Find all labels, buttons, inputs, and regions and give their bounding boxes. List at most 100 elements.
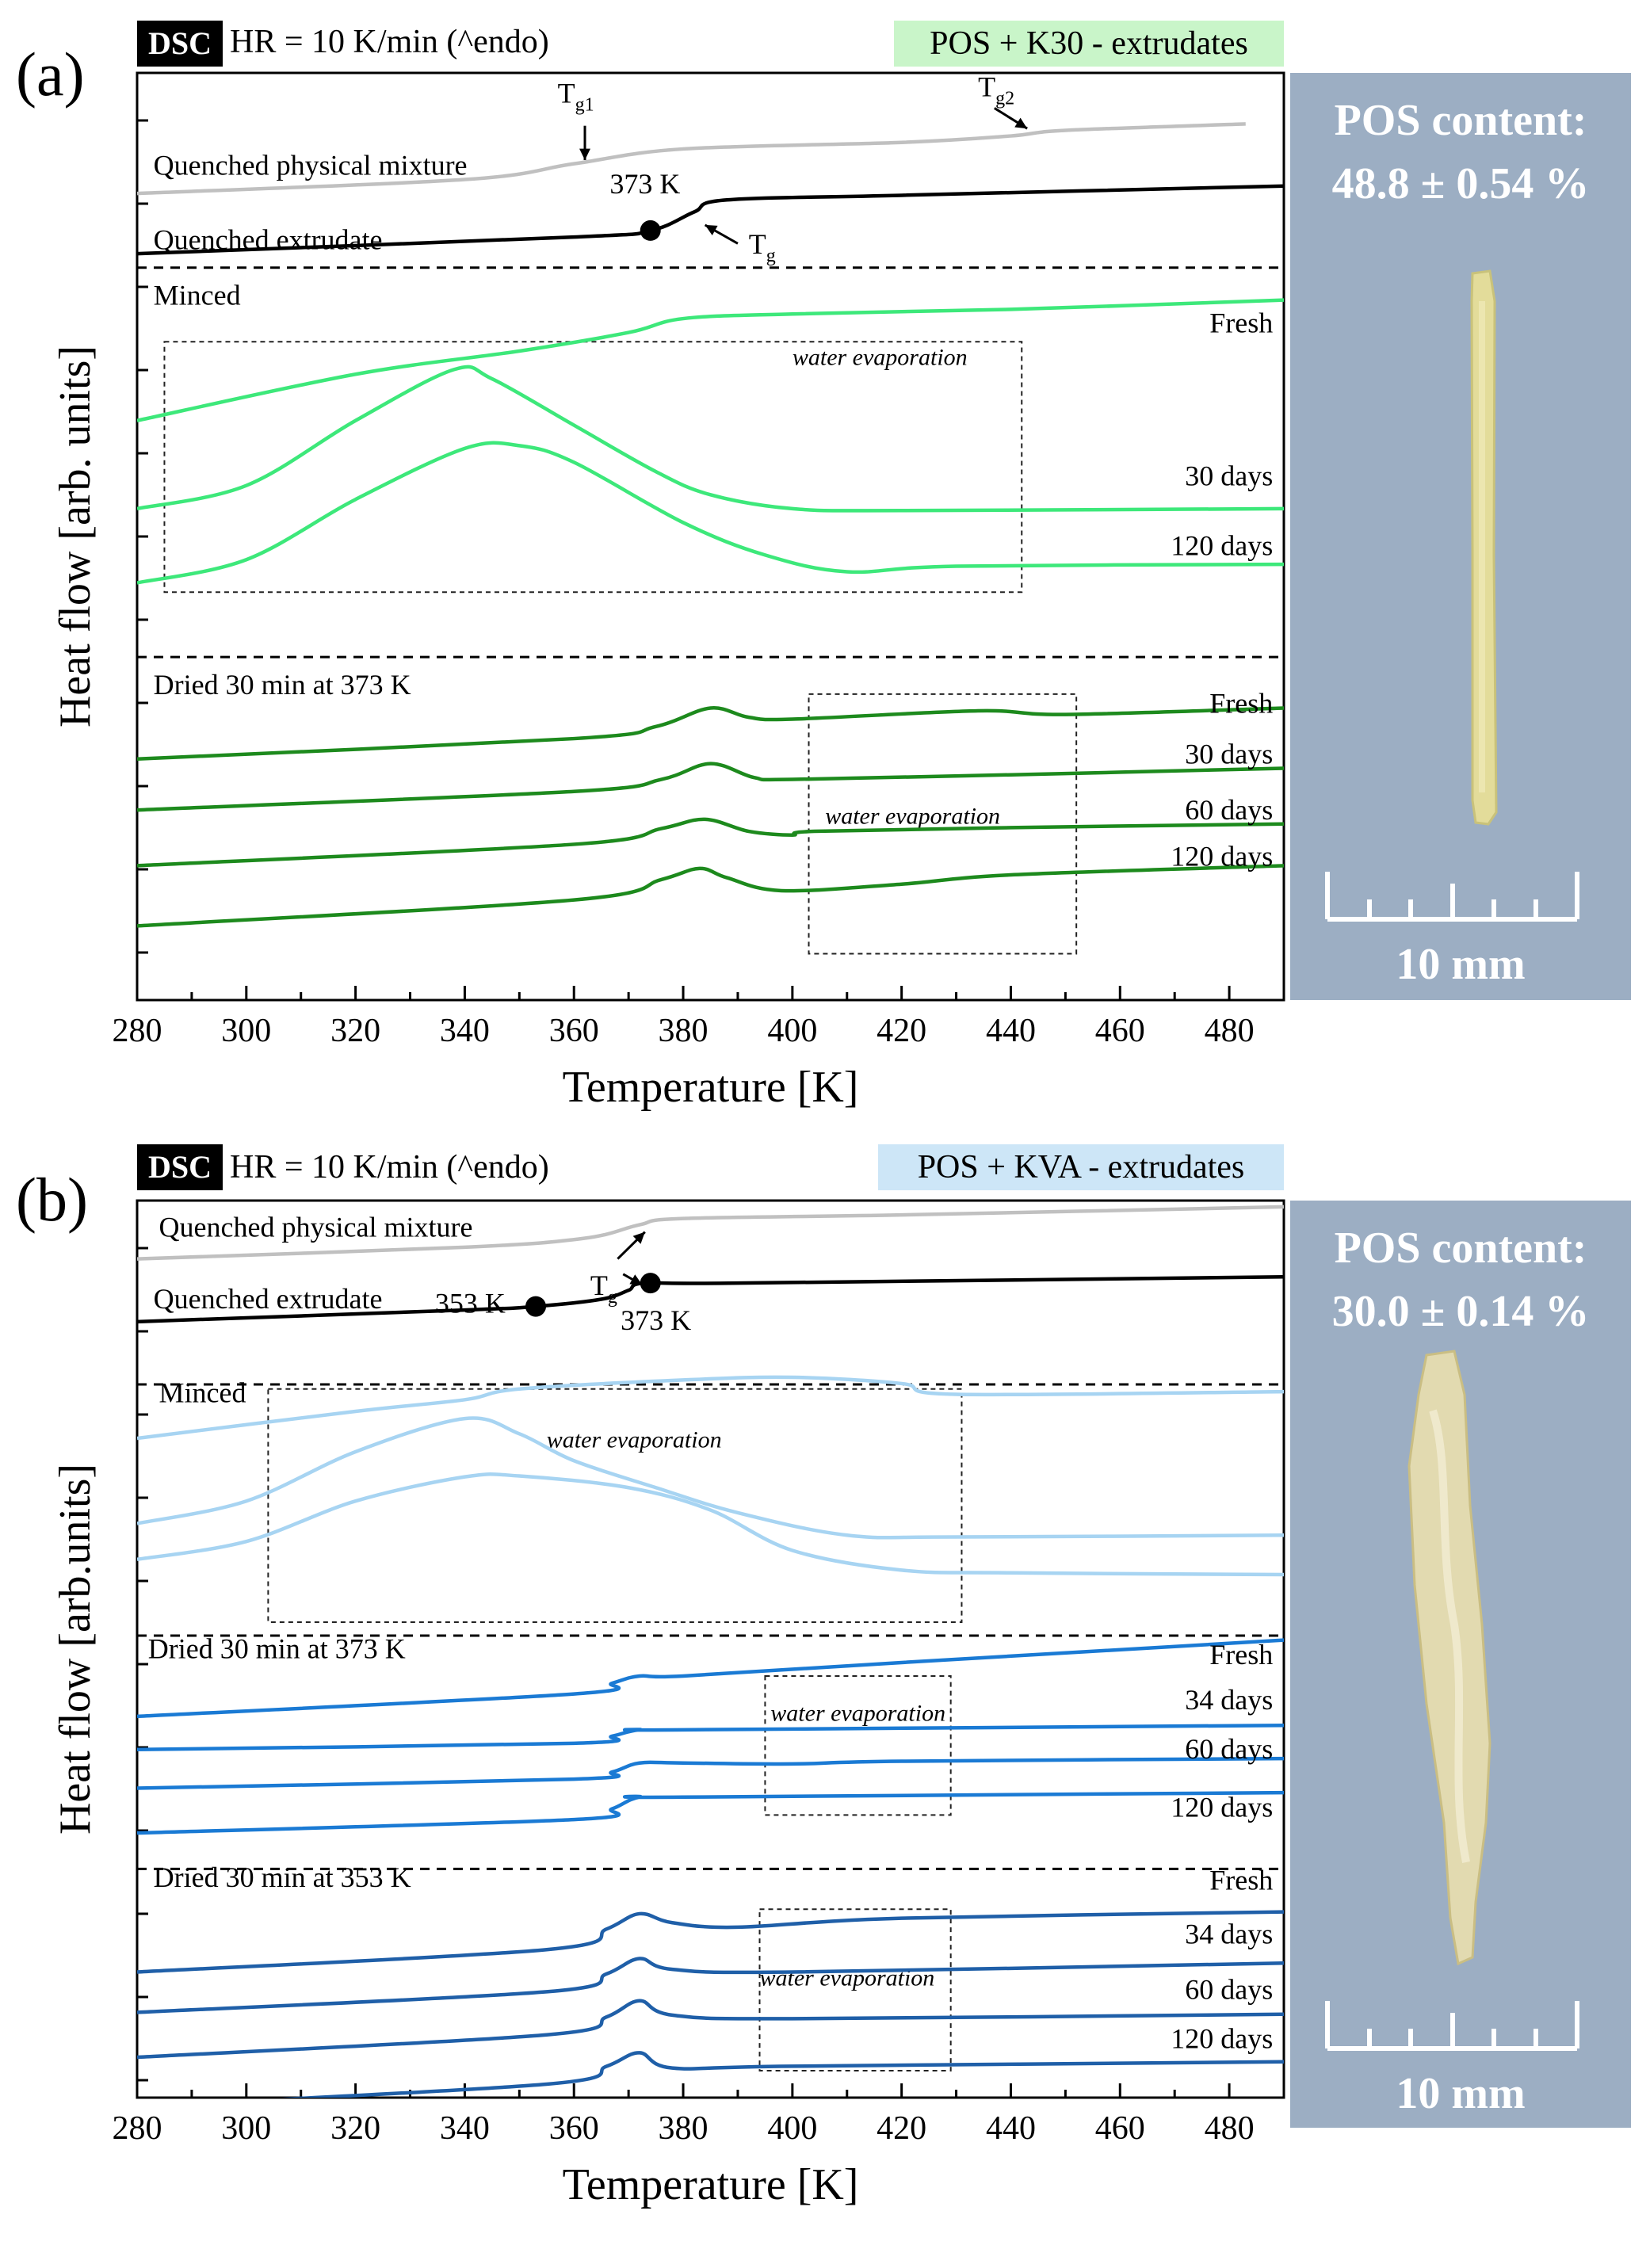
series-label: Quenched physical mixture bbox=[159, 1211, 473, 1243]
transition-marker bbox=[640, 220, 661, 241]
x-tick-label: 340 bbox=[440, 2110, 490, 2147]
group-label: Dried 30 min at 353 K bbox=[154, 1861, 411, 1893]
series-label: 120 days bbox=[1171, 2023, 1273, 2055]
group-label: Dried 30 min at 373 K bbox=[148, 1632, 406, 1664]
series-label: 30 days bbox=[1185, 739, 1273, 770]
chart-a: 280 300 320 340 360 380 400 420 440 460 480 Tempera… bbox=[51, 71, 1285, 1112]
glass-transition-label: Tg1 bbox=[558, 77, 594, 115]
series-label: 120 days bbox=[1171, 1792, 1273, 1823]
x-tick-label: 400 bbox=[767, 1013, 817, 1049]
series-label: 60 days bbox=[1185, 1973, 1273, 2005]
series-label: Quenched physical mixture bbox=[154, 150, 468, 181]
series-label: 34 days bbox=[1185, 1684, 1273, 1716]
x-tick-label: 440 bbox=[986, 2110, 1036, 2147]
series-label: 30 days bbox=[1185, 460, 1273, 492]
transition-temp-label: 353 K bbox=[435, 1288, 506, 1319]
transition-temp-label: 373 K bbox=[609, 168, 680, 200]
x-tick-label: 480 bbox=[1205, 2110, 1255, 2147]
x-tick-label: 420 bbox=[877, 2110, 926, 2147]
series-line-dried-30-min-at-373-k-120-days bbox=[137, 864, 1284, 928]
y-axis-label: Heat flow [arb. units] bbox=[51, 346, 100, 727]
series-line-dried-30-min-at-373-k-60-days bbox=[137, 1756, 1284, 1790]
x-tick-label: 280 bbox=[113, 2110, 162, 2147]
series-line-minced-120-days bbox=[137, 1472, 1284, 1577]
series-line-minced-30-days bbox=[137, 1416, 1284, 1540]
water-evaporation-box bbox=[758, 1908, 952, 2072]
arrow-head bbox=[1014, 117, 1028, 129]
series-label: 34 days bbox=[1185, 1918, 1273, 1949]
heating-rate-a: HR = 10 K/min (^endo) bbox=[230, 24, 549, 60]
system-label-a-bg bbox=[894, 21, 1284, 67]
photo-panel-a: POS content: 48.8 ± 0.54 % 10 mm bbox=[1290, 73, 1631, 1000]
water-evaporation-label: water evaporation bbox=[770, 1701, 945, 1727]
x-tick-label: 480 bbox=[1205, 1013, 1255, 1049]
system-label-a: POS + K30 - extrudates bbox=[930, 25, 1248, 62]
group-label: Dried 30 min at 373 K bbox=[154, 669, 411, 701]
arrow-head bbox=[579, 148, 590, 160]
x-tick-label: 440 bbox=[986, 1013, 1036, 1049]
pos-content-b-value: 30.0 ± 0.14 % bbox=[1332, 1287, 1590, 1336]
x-tick-label: 320 bbox=[330, 1013, 380, 1049]
heating-rate-b: HR = 10 K/min (^endo) bbox=[230, 1149, 549, 1186]
arrow-head bbox=[629, 1274, 643, 1285]
plot-frame bbox=[136, 1199, 1285, 2099]
series-line-minced-fresh bbox=[137, 1375, 1284, 1441]
curves bbox=[137, 122, 1284, 928]
series-line-dried-30-min-at-353-k-fresh bbox=[137, 1910, 1284, 1974]
series-label: Fresh bbox=[1209, 1864, 1273, 1896]
x-tick-label: 460 bbox=[1095, 2110, 1145, 2147]
series-line-dried-30-min-at-373-k-60-days bbox=[137, 817, 1284, 868]
x-axis-label: Temperature [K] bbox=[563, 2160, 859, 2209]
arrow-head bbox=[705, 224, 718, 236]
extrudate-photo-b bbox=[1407, 1350, 1491, 1966]
system-label-b: POS + KVA - extrudates bbox=[918, 1149, 1245, 1186]
scale-label-b: 10 mm bbox=[1396, 2069, 1525, 2118]
scale-label-a: 10 mm bbox=[1396, 940, 1525, 989]
pos-content-b-title: POS content: bbox=[1335, 1224, 1587, 1273]
water-evaporation-label: water evaporation bbox=[547, 1426, 722, 1453]
glass-transition-label: Tg2 bbox=[978, 71, 1014, 109]
x-tick-label: 300 bbox=[221, 1013, 271, 1049]
panel-a: (a) DSC HR = 10 K/min (^endo) POS + K30 … bbox=[16, 21, 1631, 1112]
series-label: 120 days bbox=[1171, 840, 1273, 872]
arrow-head bbox=[632, 1231, 645, 1244]
water-evaporation-box bbox=[163, 341, 1023, 594]
series-line-dried-30-min-at-373-k-120-days bbox=[137, 1790, 1284, 1835]
x-tick-label: 360 bbox=[549, 2110, 599, 2147]
photo-panel-b: POS content: 30.0 ± 0.14 % 10 mm bbox=[1290, 1201, 1631, 2128]
x-tick-label: 320 bbox=[330, 2110, 380, 2147]
x-tick-label: 460 bbox=[1095, 1013, 1145, 1049]
pos-content-a-title: POS content: bbox=[1335, 96, 1587, 145]
series-label: Quenched extrudate bbox=[154, 1283, 383, 1315]
transition-marker bbox=[525, 1296, 547, 1317]
series-line-dried-30-min-at-353-k-34-days bbox=[137, 1957, 1284, 2014]
series-line-dried-30-min-at-373-k-fresh bbox=[137, 1638, 1284, 1719]
curves bbox=[137, 1205, 1284, 2098]
x-tick-label: 340 bbox=[440, 1013, 490, 1049]
dsc-badge-a bbox=[137, 21, 223, 67]
x-tick-label: 380 bbox=[659, 2110, 709, 2147]
extrudate-highlight-a bbox=[1479, 301, 1485, 792]
series-label: Fresh bbox=[1209, 1639, 1273, 1670]
x-tick-label: 420 bbox=[877, 1013, 926, 1049]
group-label: Minced bbox=[159, 1377, 246, 1409]
panel-a-label: (a) bbox=[16, 40, 85, 109]
dsc-badge-b-text: DSC bbox=[148, 1149, 212, 1185]
series-line-dried-30-min-at-353-k-120-days bbox=[280, 2051, 1284, 2098]
series-line-dried-30-min-at-353-k-60-days bbox=[137, 1999, 1284, 2060]
water-evaporation-box bbox=[808, 693, 1078, 955]
series-line-minced-30-days bbox=[137, 365, 1284, 513]
series-line-dried-30-min-at-373-k-30-days bbox=[137, 762, 1284, 812]
series-label: 60 days bbox=[1185, 1733, 1273, 1765]
series-line-quenched-extrudate bbox=[137, 184, 1284, 256]
pos-content-a-value: 48.8 ± 0.54 % bbox=[1332, 159, 1590, 208]
series-label: 120 days bbox=[1171, 529, 1273, 561]
series-line-minced-120-days bbox=[137, 441, 1284, 585]
x-tick-label: 380 bbox=[659, 1013, 709, 1049]
series-label: Fresh bbox=[1209, 687, 1273, 719]
group-label: Minced bbox=[154, 280, 241, 311]
water-evaporation-box bbox=[764, 1674, 952, 1816]
transition-marker bbox=[640, 1273, 661, 1294]
extrudate-highlight-b bbox=[1429, 1409, 1470, 1863]
